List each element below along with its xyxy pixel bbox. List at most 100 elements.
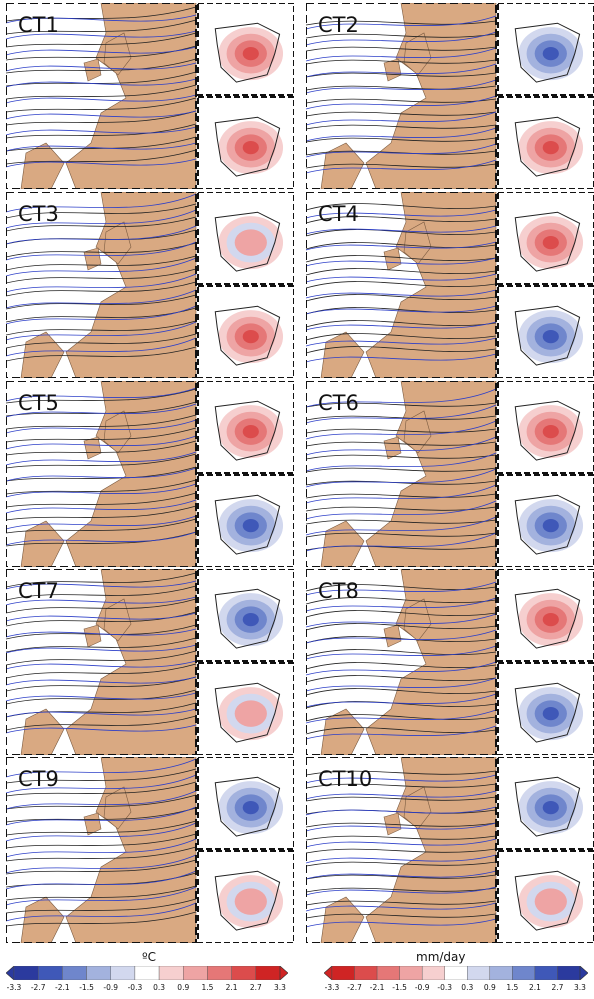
colorbar-bin	[207, 966, 232, 980]
panel-label: CT6	[318, 391, 359, 415]
panel-label: CT3	[18, 202, 59, 226]
precipitation-anomaly-coastline	[214, 870, 281, 931]
isobar-line	[6, 689, 197, 705]
geopotential-line	[306, 31, 497, 46]
isobar-line	[306, 441, 497, 447]
precipitation-anomaly-contour-fill	[234, 700, 267, 727]
colorbar-bin	[37, 966, 63, 980]
temperature-anomaly-contour-fill	[242, 612, 259, 627]
land-feature	[20, 142, 65, 189]
precipitation-anomaly-map	[497, 474, 594, 567]
isobar-line	[6, 110, 197, 126]
isobar-line	[306, 72, 497, 78]
precipitation-anomaly-map	[497, 662, 594, 755]
map-frame	[6, 192, 197, 378]
geopotential-line	[6, 78, 197, 88]
geopotential-line	[6, 321, 197, 341]
geopotential-line	[306, 645, 497, 660]
panel-ct9: CT9	[6, 757, 294, 943]
colorbar-tick-label: 3.3	[274, 983, 286, 992]
precipitation-anomaly-map	[197, 96, 294, 189]
temperature-anomaly-frame	[497, 569, 594, 662]
geopotential-line	[306, 15, 497, 30]
precipitation-anomaly-contour-fill	[534, 888, 567, 915]
isobar-line	[306, 714, 497, 722]
precipitation-anomaly-contour-fill	[542, 706, 559, 721]
precipitation-anomaly-frame	[197, 285, 294, 378]
colorbar-tick-label: -0.3	[127, 983, 143, 992]
panel-ct2: CT2	[306, 3, 594, 189]
precipitation-anomaly-coastline	[514, 116, 581, 177]
isobar-line	[306, 98, 497, 104]
colorbar-bin	[255, 966, 281, 980]
map-frame	[6, 381, 197, 567]
precipitation-anomaly-coastline	[214, 116, 281, 177]
colorbar-tick-label: -0.9	[103, 983, 119, 992]
panel-graphic	[6, 192, 294, 378]
europe-landmass	[365, 757, 497, 943]
precipitation-anomaly-coastline	[214, 494, 281, 555]
europe-landmass	[365, 381, 497, 567]
colorbar-bin	[489, 966, 513, 980]
precipitation-anomaly-contour-fill	[542, 140, 559, 155]
isobar-line	[6, 84, 197, 100]
panel-ct10: CT10	[306, 757, 594, 943]
geopotential-line	[306, 79, 497, 94]
temperature-anomaly-coastline	[514, 776, 581, 837]
colorbar-min-arrow	[6, 966, 15, 980]
isobar-line	[306, 874, 497, 880]
isobar-line	[6, 268, 197, 284]
isobar-line	[6, 320, 197, 336]
synoptic-map	[306, 192, 497, 378]
isobar-line	[306, 822, 497, 828]
colorbar-bin	[62, 966, 87, 980]
precipitation-anomaly-coastline	[214, 305, 281, 366]
geopotential-line	[6, 403, 197, 418]
isobar-line	[6, 294, 197, 310]
precipitation-anomaly-map	[197, 285, 294, 378]
panel-ct5: CT5	[6, 381, 294, 567]
temperature-anomaly-frame	[197, 192, 294, 285]
temperature-anomaly-contour-fill	[234, 229, 267, 256]
isobar-line	[306, 124, 497, 130]
europe-landmass	[65, 569, 197, 755]
temperature-anomaly-coastline	[514, 400, 581, 461]
geopotential-line	[306, 581, 497, 596]
precipitation-anomaly-map	[497, 850, 594, 943]
geopotential-line	[306, 886, 497, 896]
geopotential-line	[6, 854, 197, 874]
panel-label: CT5	[18, 391, 59, 415]
precipitation-anomaly-map	[497, 96, 594, 189]
isobar-line	[6, 307, 197, 323]
isobar-line	[6, 242, 197, 258]
geopotential-line	[6, 451, 197, 466]
colorbar-bin	[331, 966, 355, 980]
temperature-colorbar-bar	[6, 966, 288, 980]
geopotential-line	[306, 241, 497, 251]
land-feature	[383, 624, 402, 648]
synoptic-map	[306, 3, 497, 189]
precipitation-anomaly-contour-fill	[242, 518, 259, 533]
isobar-line	[6, 414, 197, 430]
land-feature	[83, 436, 102, 460]
geopotential-line	[6, 644, 197, 654]
geopotential-line	[306, 516, 497, 536]
precipitation-anomaly-contour-fill	[542, 518, 559, 533]
isobar-line	[6, 466, 197, 482]
precipitation-anomaly-frame	[497, 662, 594, 755]
isobar-line	[306, 623, 497, 631]
isobar-line	[306, 229, 497, 237]
isobar-line	[6, 676, 197, 692]
synoptic-map	[6, 757, 197, 943]
panel-graphic	[6, 3, 294, 189]
geopotential-line	[306, 159, 497, 174]
precipitation-anomaly-frame	[497, 474, 594, 567]
geopotential-line	[306, 484, 497, 504]
isobar-line	[6, 781, 197, 797]
isobar-line	[306, 255, 497, 263]
isobar-line	[6, 58, 197, 74]
colorbar-tick-label: -3.3	[6, 983, 22, 992]
synoptic-map	[6, 381, 197, 567]
geopotential-line	[6, 902, 197, 922]
isobar-line	[6, 97, 197, 113]
